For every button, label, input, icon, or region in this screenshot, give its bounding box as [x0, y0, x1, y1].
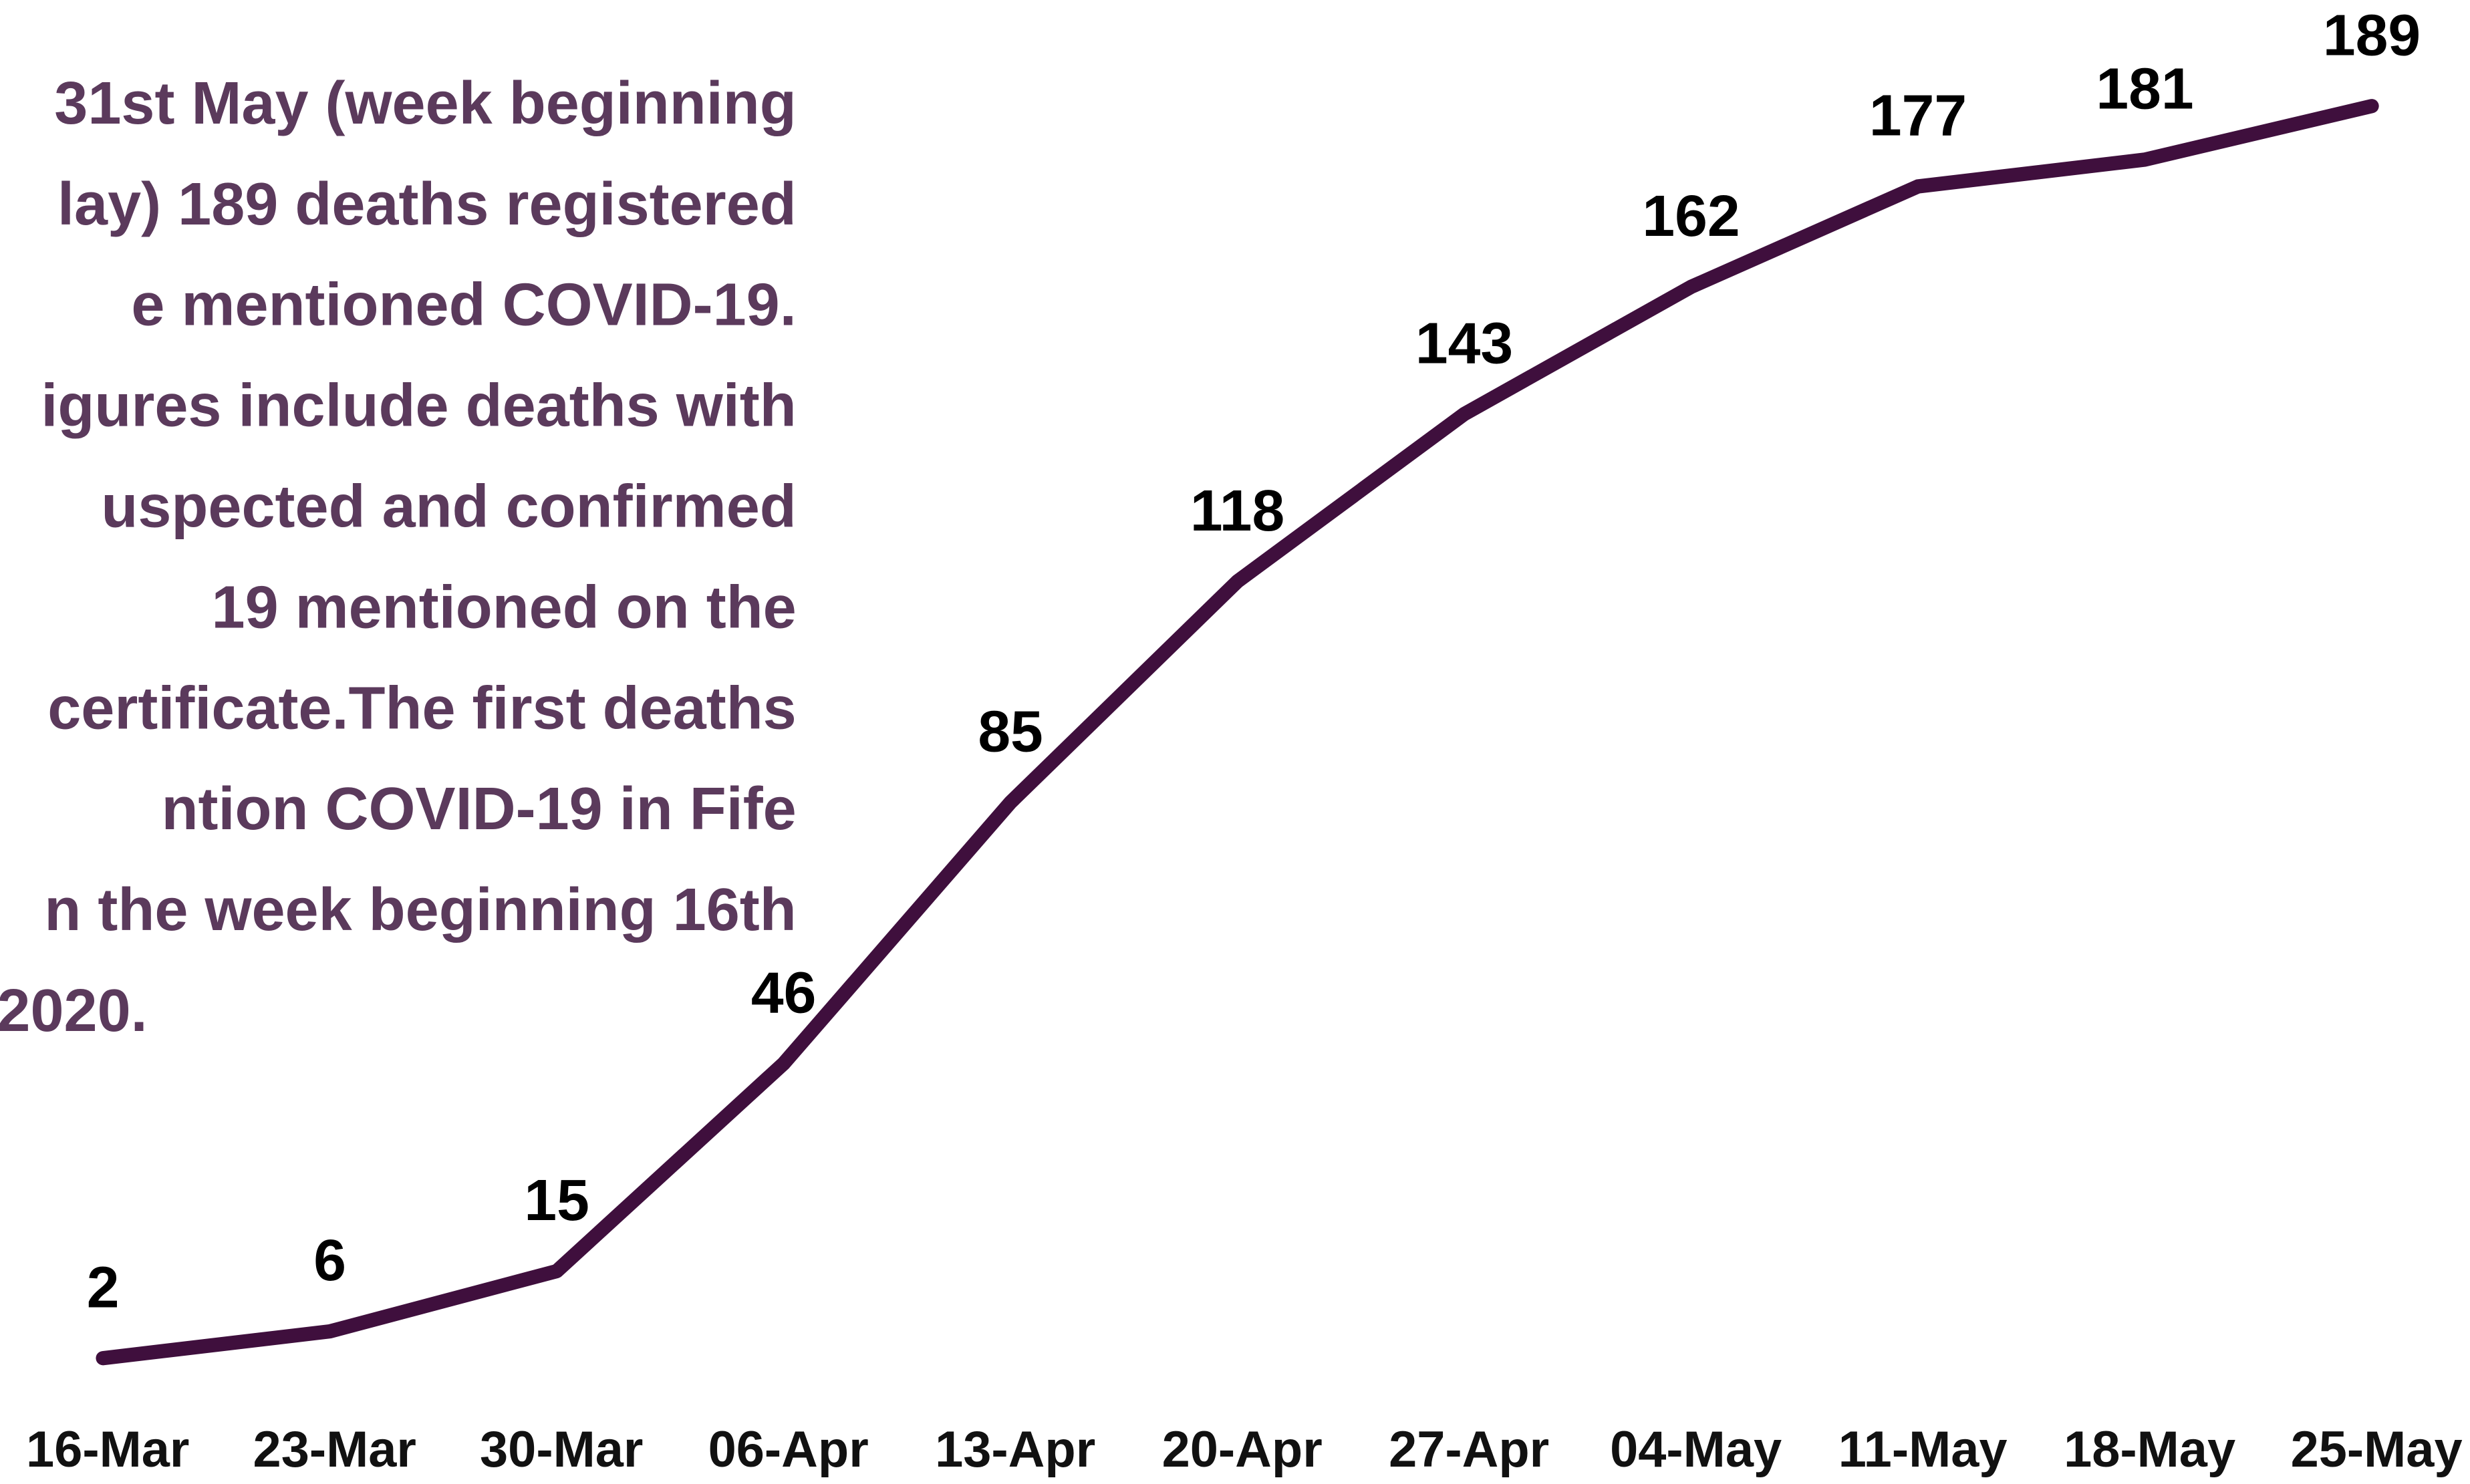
data-label: 15 — [524, 1167, 589, 1233]
annotation-line: 2020. — [0, 978, 148, 1044]
data-label: 2 — [87, 1254, 120, 1320]
x-tick-label: 16-Mar — [26, 1421, 189, 1478]
annotation-line: lay) 189 deaths registered — [57, 171, 797, 238]
line — [96, 99, 2379, 1366]
annotation-line: 31st May (week beginning — [54, 70, 796, 137]
x-tick-label: 23-Mar — [253, 1421, 416, 1478]
data-label: 46 — [751, 959, 816, 1025]
x-tick-label: 13-Apr — [935, 1421, 1095, 1478]
annotation-line: igures include deaths with — [41, 373, 796, 440]
data-label: 118 — [1190, 478, 1284, 543]
annotation-line: uspected and confirmed — [101, 474, 796, 541]
annotation-line: e mentioned COVID-19. — [131, 272, 796, 339]
x-tick-label: 25-May — [2291, 1421, 2463, 1478]
x-tick-label: 06-Apr — [708, 1421, 869, 1478]
data-label: 6 — [313, 1227, 346, 1293]
annotation-line: n the week beginning 16th — [44, 877, 796, 943]
x-tick-label: 18-May — [2064, 1421, 2235, 1478]
x-tick-label: 20-Apr — [1162, 1421, 1323, 1478]
annotation-line: 19 mentioned on the — [212, 574, 797, 641]
x-tick-label: 11-May — [1838, 1421, 2008, 1478]
x-tick-label: 27-Apr — [1389, 1421, 1549, 1478]
data-label: 85 — [978, 699, 1043, 764]
data-label: 189 — [2323, 2, 2421, 67]
annotation-line: certificate.The first deaths — [47, 675, 797, 742]
data-label: 177 — [1869, 83, 1967, 148]
x-tick-label: 04-May — [1610, 1421, 1782, 1478]
data-label: 143 — [1415, 310, 1513, 376]
annotation-line: ntion COVID-19 in Fife — [162, 776, 797, 843]
x-tick-label: 30-Mar — [480, 1421, 643, 1478]
data-label: 181 — [2096, 56, 2193, 122]
data-label: 162 — [1642, 183, 1740, 249]
